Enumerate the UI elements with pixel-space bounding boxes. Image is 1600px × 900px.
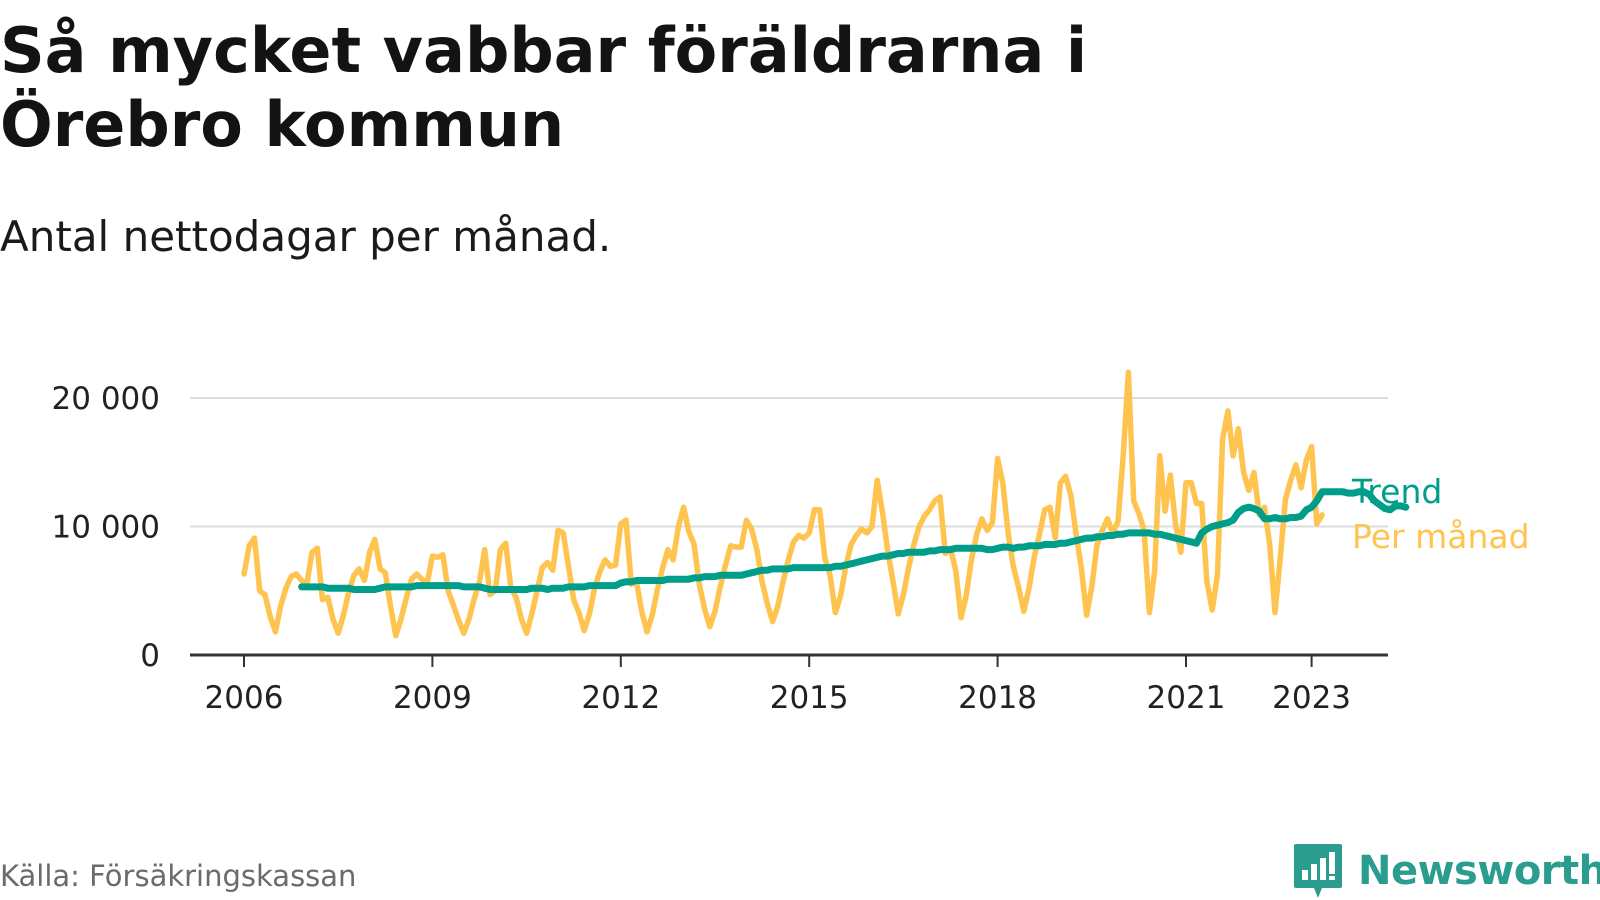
monthly-line	[241, 369, 1325, 639]
brand-logo: Newsworthy	[1292, 842, 1600, 900]
y-tick-label: 20 000	[52, 381, 160, 417]
x-axis: 2006 2009 2012 2015 2018 2021 2023	[190, 653, 1388, 716]
brand-name: Newsworthy	[1358, 848, 1600, 894]
legend: Per månad Trend	[1351, 472, 1530, 556]
gridlines	[190, 397, 1388, 528]
x-tick-label: 2021	[1147, 680, 1226, 716]
legend-label-monthly: Per månad	[1352, 517, 1530, 556]
legend-label-trend: Trend	[1351, 472, 1442, 511]
chart-subtitle: Antal nettodagar per månad.	[0, 212, 612, 261]
x-tick-label: 2015	[770, 680, 849, 716]
x-tick-label: 2006	[205, 680, 284, 716]
trend-line	[298, 488, 1410, 593]
x-tick-label: 2018	[958, 680, 1037, 716]
source-note: Källa: Försäkringskassan	[0, 859, 357, 893]
x-tick-label: 2023	[1272, 680, 1351, 716]
x-tick-label: 2012	[581, 680, 660, 716]
y-tick-label: 10 000	[52, 510, 160, 546]
series-lines	[241, 369, 1410, 639]
chart-title: Så mycket vabbar föräldrarna i Örebro ko…	[0, 14, 1088, 161]
newsworthy-logo-icon	[1294, 844, 1342, 898]
y-tick-label: 0	[140, 638, 160, 674]
y-axis: 0 10 000 20 000	[52, 381, 160, 674]
x-tick-label: 2009	[393, 680, 472, 716]
